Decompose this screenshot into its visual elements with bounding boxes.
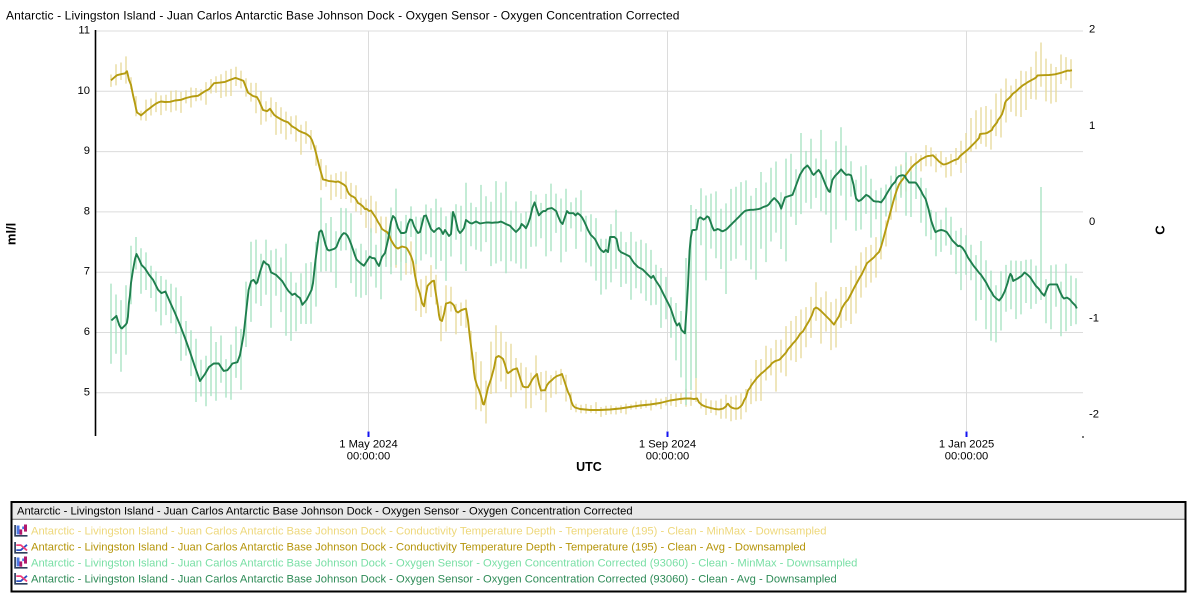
svg-text:6: 6 (84, 326, 90, 338)
svg-text:C: C (1153, 225, 1168, 235)
svg-text:-1: -1 (1089, 312, 1099, 324)
svg-text:8: 8 (84, 205, 90, 217)
svg-text:UTC: UTC (576, 460, 602, 474)
svg-text:1: 1 (1089, 120, 1095, 132)
svg-text:-2: -2 (1089, 409, 1099, 421)
svg-text:1 May 2024: 1 May 2024 (339, 439, 397, 451)
svg-text:0: 0 (1089, 216, 1095, 228)
svg-text:00:00:00: 00:00:00 (347, 451, 391, 463)
svg-text:Antarctic - Livingston Island: Antarctic - Livingston Island - Juan Car… (31, 526, 826, 538)
svg-text:00:00:00: 00:00:00 (646, 451, 690, 463)
svg-text:1 Jan 2025: 1 Jan 2025 (939, 439, 994, 451)
svg-text:ml/l: ml/l (3, 223, 18, 245)
svg-text:Antarctic - Livingston Island: Antarctic - Livingston Island - Juan Car… (31, 574, 837, 586)
svg-text:00:00:00: 00:00:00 (945, 451, 989, 463)
svg-text:Antarctic - Livingston Island: Antarctic - Livingston Island - Juan Car… (17, 506, 633, 518)
svg-text:7: 7 (84, 266, 90, 278)
svg-text:11: 11 (78, 25, 90, 37)
svg-text:Antarctic - Livingston Island: Antarctic - Livingston Island - Juan Car… (31, 542, 806, 554)
svg-text:Antarctic - Livingston Island: Antarctic - Livingston Island - Juan Car… (31, 558, 857, 570)
svg-text:10: 10 (78, 85, 90, 97)
svg-text:2: 2 (1089, 24, 1095, 36)
svg-text:5: 5 (84, 386, 90, 398)
svg-text:9: 9 (84, 145, 90, 157)
svg-text:Antarctic - Livingston Island: Antarctic - Livingston Island - Juan Car… (6, 9, 680, 23)
svg-text:1 Sep 2024: 1 Sep 2024 (639, 439, 696, 451)
